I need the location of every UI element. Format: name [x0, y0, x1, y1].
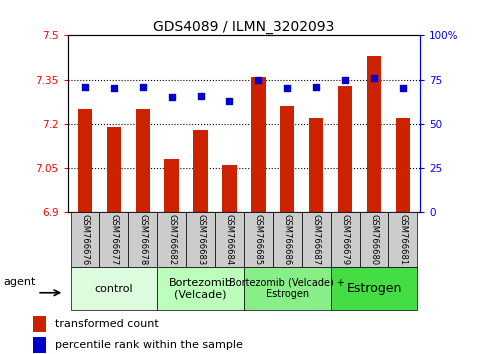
Bar [33, 316, 46, 332]
Point [226, 98, 233, 104]
Point [341, 77, 349, 82]
Text: Bortezomib (Velcade) +
Estrogen: Bortezomib (Velcade) + Estrogen [229, 278, 345, 299]
Bar [309, 118, 324, 212]
Text: control: control [95, 284, 133, 293]
Text: GSM766678: GSM766678 [138, 214, 147, 266]
Bar [136, 109, 150, 212]
Point [139, 84, 147, 90]
Text: GSM766686: GSM766686 [283, 214, 292, 266]
Text: GSM766684: GSM766684 [225, 214, 234, 266]
Bar [157, 267, 244, 310]
Bar [388, 212, 417, 267]
Bar [71, 212, 99, 267]
Point [313, 84, 320, 90]
Text: GSM766677: GSM766677 [109, 214, 118, 266]
Text: transformed count: transformed count [55, 319, 158, 329]
Text: agent: agent [3, 277, 36, 287]
Bar [193, 130, 208, 212]
Text: GSM766683: GSM766683 [196, 214, 205, 266]
Bar [186, 212, 215, 267]
Point [81, 84, 89, 90]
Text: GSM766681: GSM766681 [398, 214, 407, 266]
Point [110, 86, 118, 91]
Text: GSM766679: GSM766679 [341, 214, 350, 266]
Point [284, 86, 291, 91]
Text: Bortezomib
(Velcade): Bortezomib (Velcade) [169, 278, 232, 299]
Text: GSM766682: GSM766682 [167, 214, 176, 266]
Text: GSM766680: GSM766680 [369, 214, 379, 266]
Bar [33, 337, 46, 353]
Text: GSM766676: GSM766676 [81, 214, 89, 266]
Bar [359, 212, 388, 267]
Bar [164, 159, 179, 212]
Bar [302, 212, 331, 267]
Bar [78, 109, 92, 212]
Bar [128, 212, 157, 267]
Bar [107, 127, 121, 212]
Bar [338, 86, 352, 212]
Bar [251, 77, 266, 212]
Point [370, 75, 378, 81]
Text: GSM766685: GSM766685 [254, 214, 263, 266]
Text: Estrogen: Estrogen [346, 282, 402, 295]
Bar [71, 267, 157, 310]
Bar [331, 267, 417, 310]
Point [255, 77, 262, 82]
Title: GDS4089 / ILMN_3202093: GDS4089 / ILMN_3202093 [153, 21, 335, 34]
Bar [244, 212, 273, 267]
Bar [222, 165, 237, 212]
Text: GSM766687: GSM766687 [312, 214, 321, 266]
Bar [396, 118, 410, 212]
Point [168, 95, 175, 100]
Point [399, 86, 407, 91]
Point [197, 93, 204, 98]
Bar [244, 267, 331, 310]
Bar [215, 212, 244, 267]
Bar [99, 212, 128, 267]
Bar [280, 106, 295, 212]
Bar [273, 212, 302, 267]
Bar [331, 212, 359, 267]
Bar [367, 56, 381, 212]
Text: percentile rank within the sample: percentile rank within the sample [55, 340, 242, 350]
Bar [157, 212, 186, 267]
